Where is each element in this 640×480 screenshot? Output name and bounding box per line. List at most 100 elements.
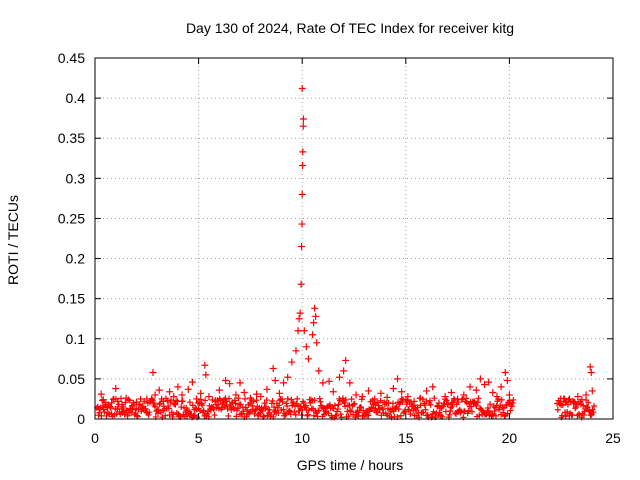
plot-frame [94, 57, 614, 420]
dense-marker [287, 411, 294, 418]
dense-marker [365, 412, 372, 419]
dense-marker [345, 413, 352, 420]
dense-marker [379, 406, 386, 413]
dense-marker [407, 411, 414, 418]
data-point [143, 395, 151, 403]
data-point [310, 319, 318, 327]
data-point [489, 389, 497, 397]
data-point [299, 148, 307, 156]
y-tick-label: 0.2 [66, 251, 86, 267]
data-point [257, 393, 265, 401]
x-axis-ticks: 0 5 10 15 20 25 [91, 58, 621, 446]
dense-marker [240, 408, 247, 415]
y-tick-label: 0.15 [58, 291, 85, 307]
dense-marker [509, 399, 516, 406]
data-point [299, 115, 307, 123]
data-point [292, 347, 300, 355]
data-point [476, 375, 484, 383]
dense-marker [334, 406, 341, 413]
data-point [429, 383, 437, 391]
dense-marker [398, 395, 405, 402]
data-point [151, 391, 159, 399]
dense-marker [134, 413, 141, 420]
dense-marker [170, 411, 177, 418]
data-point [329, 388, 337, 396]
data-point [275, 389, 283, 397]
data-point [296, 309, 304, 317]
data-point [570, 399, 578, 407]
dense-marker [559, 412, 566, 419]
dense-marker [464, 410, 471, 417]
dense-marker [485, 407, 492, 414]
data-point [298, 220, 306, 228]
dense-marker [280, 406, 287, 413]
dense-marker [244, 406, 251, 413]
dense-marker [133, 412, 140, 419]
dense-marker [455, 399, 462, 406]
data-point [588, 387, 596, 395]
data-point [503, 376, 511, 384]
data-point [246, 394, 254, 402]
y-tick-label: 0.25 [58, 210, 85, 226]
dense-marker [308, 396, 315, 403]
data-points [95, 84, 596, 413]
dense-marker [176, 412, 183, 419]
dense-marker [249, 402, 256, 409]
data-point [126, 405, 134, 413]
dense-marker [355, 409, 362, 416]
dense-marker [468, 403, 475, 410]
dense-marker [572, 404, 579, 411]
dense-marker [253, 397, 260, 404]
dense-marker [431, 395, 438, 402]
dense-marker [447, 408, 454, 415]
data-point [201, 361, 209, 369]
dense-marker [302, 402, 309, 409]
dense-marker [232, 400, 239, 407]
data-point [312, 312, 320, 320]
dense-marker [172, 401, 179, 408]
data-point [202, 371, 210, 379]
dense-marker [465, 407, 472, 414]
data-point [236, 379, 244, 387]
dense-marker [385, 399, 392, 406]
data-point [481, 381, 489, 389]
data-point [441, 393, 449, 401]
data-point [505, 391, 513, 399]
data-point [302, 343, 310, 351]
dense-marker [286, 407, 293, 414]
data-point [95, 405, 103, 413]
dense-marker [457, 409, 464, 416]
dense-marker [230, 404, 237, 411]
dense-marker [162, 412, 169, 419]
data-point [155, 386, 163, 394]
dense-marker [278, 396, 285, 403]
dense-marker [258, 404, 265, 411]
dense-marker [445, 400, 452, 407]
dense-marker [233, 413, 240, 420]
data-point [299, 161, 307, 169]
data-point [149, 368, 157, 376]
data-point [309, 331, 317, 339]
dense-marker [231, 397, 238, 404]
dense-marker [101, 408, 108, 415]
dense-marker [99, 403, 106, 410]
data-point [159, 397, 167, 405]
data-point [253, 390, 261, 398]
dense-marker [269, 398, 276, 405]
data-point [557, 401, 565, 409]
dense-marker [572, 405, 579, 412]
data-point [358, 393, 366, 401]
data-point [574, 393, 582, 401]
dense-marker [271, 404, 278, 411]
dense-marker [476, 412, 483, 419]
dense-scatter-band [94, 395, 598, 421]
y-tick-label: 0.3 [66, 170, 86, 186]
dense-marker [474, 399, 481, 406]
dense-marker [463, 395, 470, 402]
dense-marker [183, 413, 190, 420]
dense-marker [310, 412, 317, 419]
dense-marker [317, 398, 324, 405]
data-point [99, 396, 107, 404]
y-tick-label: 0.35 [58, 130, 85, 146]
dense-marker [408, 399, 415, 406]
